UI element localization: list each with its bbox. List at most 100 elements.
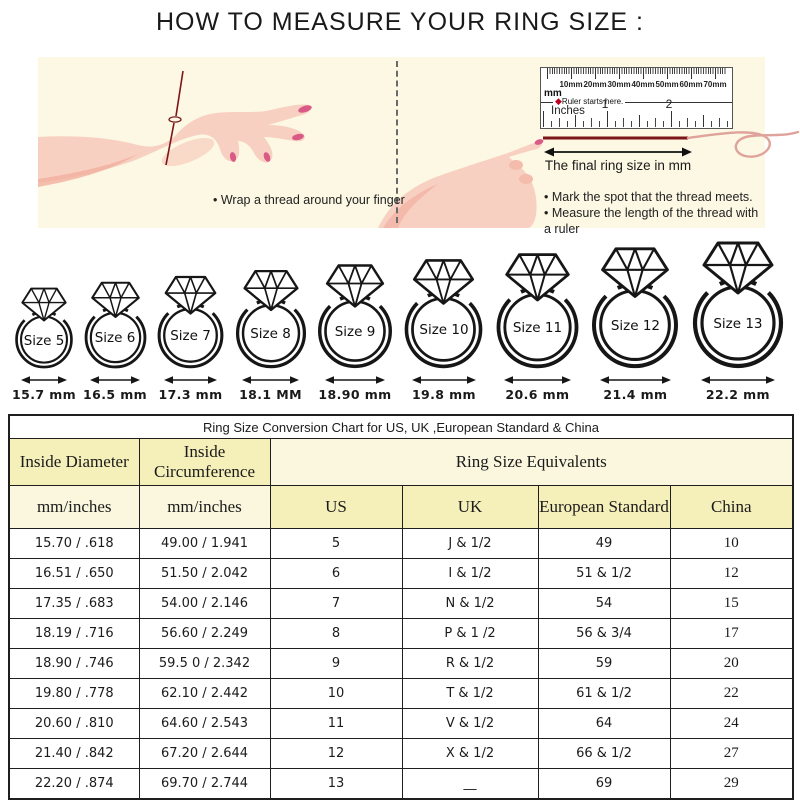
diameter-arrow xyxy=(164,376,218,384)
left-arm-shadow xyxy=(38,154,138,187)
diameter-arrow xyxy=(242,376,299,384)
table-cell: I & 1/2 xyxy=(401,558,539,589)
diameter-arrow xyxy=(324,376,385,384)
table-cell: 12 xyxy=(269,738,403,769)
table-title: Ring Size Conversion Chart for US, UK ,E… xyxy=(8,414,794,439)
diameter-arrow xyxy=(700,376,775,384)
table-row: 19.80 / .778 62.10 / 2.442 10 T & 1/2 61 & 1… xyxy=(8,678,794,709)
ring-size-label: Size 11 xyxy=(512,320,563,336)
knuckle-shading xyxy=(509,160,533,184)
diameter-arrow xyxy=(411,376,476,384)
diameter-arrow xyxy=(599,376,671,384)
table-cell: 9 xyxy=(269,648,403,679)
start-marker-icon: ◆ xyxy=(555,96,562,106)
ring-diameter-label: 18.90 mm xyxy=(318,387,392,402)
table-cell: 54.00 / 2.146 xyxy=(138,588,271,619)
ring-item: Size 6 16.5 mm xyxy=(81,280,150,402)
ring-diameter-label: 22.2 mm xyxy=(705,387,770,402)
ring-item: Size 12 21.4 mm xyxy=(587,245,683,402)
ring-size-label: Size 5 xyxy=(23,333,65,349)
table-row: 22.20 / .874 69.70 / 2.744 13 __ 69 29 xyxy=(8,768,794,800)
table-cell: 69.70 / 2.744 xyxy=(138,768,271,800)
ring-item: Size 13 22.2 mm xyxy=(688,239,788,402)
table-cell: 17 xyxy=(669,618,794,649)
table-cell: V & 1/2 xyxy=(401,708,539,739)
table-cell: 59 xyxy=(537,648,671,679)
instruction-bullet: Measure the length of the thread with a … xyxy=(544,205,765,237)
ring-item: Size 7 17.3 mm xyxy=(154,274,227,402)
table-cell: J & 1/2 xyxy=(401,528,539,559)
ring-illustration xyxy=(314,262,396,369)
mm-tick-label: 20mm xyxy=(583,80,607,89)
instructions-panel: 10mm 20mm 30mm 40mm 50mm 60mm 70mm mm ◆Ruler s… xyxy=(38,57,800,236)
ring-size-label: Size 9 xyxy=(334,324,376,340)
table-cell: P & 1 /2 xyxy=(401,618,539,649)
ruler-starts-here-label: ◆Ruler starts here. xyxy=(553,96,626,107)
ruler-midline xyxy=(541,102,732,103)
mm-tick-label: 40mm xyxy=(631,80,655,89)
ring-size-label: Size 13 xyxy=(713,316,763,332)
final-size-arrow xyxy=(544,147,692,157)
table-cell: 19.80 / .778 xyxy=(8,678,140,709)
table-cell: T & 1/2 xyxy=(401,678,539,709)
table-cell: 21.40 / .842 xyxy=(8,738,140,769)
table-row: 15.70 / .618 49.00 / 1.941 5 J & 1/2 49 10 xyxy=(8,528,794,559)
table-row: 17.35 / .683 54.00 / 2.146 7 N & 1/2 54 15 xyxy=(8,588,794,619)
table-cell: 49 xyxy=(537,528,671,559)
table-cell: 62.10 / 2.442 xyxy=(138,678,271,709)
ring-item: Size 5 15.7 mm xyxy=(12,286,76,402)
table-cell: 6 xyxy=(269,558,403,589)
ring-illustration xyxy=(81,280,150,369)
table-cell: 64.60 / 2.543 xyxy=(138,708,271,739)
thread-illustration xyxy=(543,130,800,158)
subheader-circumference-unit: mm/inches xyxy=(138,485,271,529)
ring-diameter-label: 18.1 MM xyxy=(239,387,302,402)
panel-divider xyxy=(396,61,398,223)
ring-diameter-label: 15.7 mm xyxy=(12,387,77,402)
header-inside-diameter: Inside Diameter xyxy=(8,438,140,486)
left-instruction-bullet: Wrap a thread around your finger xyxy=(213,193,405,207)
table-cell: 20 xyxy=(669,648,794,679)
table-cell: 69 xyxy=(537,768,671,800)
mm-tick-label: 60mm xyxy=(679,80,703,89)
table-cell: 59.5 0 / 2.342 xyxy=(138,648,271,679)
table-cell: 54 xyxy=(537,588,671,619)
table-cell: 49.00 / 1.941 xyxy=(138,528,271,559)
table-cell: 20.60 / .810 xyxy=(8,708,140,739)
ring-illustration xyxy=(492,251,583,369)
ring-diameter-label: 19.8 mm xyxy=(411,387,476,402)
table-cell: 22 xyxy=(669,678,794,709)
table-cell: 51 & 1/2 xyxy=(537,558,671,589)
table-row: 18.90 / .746 59.5 0 / 2.342 9 R & 1/2 59 20 xyxy=(8,648,794,679)
left-hand-nails xyxy=(229,105,312,162)
inch-whole-ticks xyxy=(543,111,729,127)
table-cell: 15 xyxy=(669,588,794,619)
diameter-arrow xyxy=(90,376,141,384)
rings-row: Size 5 15.7 mm Size 6 16.5 mm Size 7 17.3 mm S… xyxy=(12,242,788,402)
ring-diameter-label: 17.3 mm xyxy=(158,387,223,402)
ring-item: Size 9 18.90 mm xyxy=(314,262,396,402)
mm-tick-label: 30mm xyxy=(607,80,631,89)
subheader-uk: UK xyxy=(401,485,539,529)
table-cell: 8 xyxy=(269,618,403,649)
ring-item: Size 11 20.6 mm xyxy=(492,251,583,402)
table-cell: 15.70 / .618 xyxy=(8,528,140,559)
ring-size-label: Size 8 xyxy=(250,326,291,342)
table-cell: 24 xyxy=(669,708,794,739)
left-hand-shape xyxy=(38,104,311,183)
palm-shadow xyxy=(161,138,215,166)
ring-item: Size 8 18.1 MM xyxy=(232,268,310,402)
table-cell: 10 xyxy=(269,678,403,709)
ring-illustration xyxy=(12,286,76,369)
table-cell: 56 & 3/4 xyxy=(537,618,671,649)
ring-illustration xyxy=(232,268,310,369)
table-cell: 16.51 / .650 xyxy=(8,558,140,589)
mm-unit-label: mm xyxy=(544,88,562,99)
diameter-arrow xyxy=(503,376,571,384)
table-cell: 17.35 / .683 xyxy=(8,588,140,619)
inch-number-1: 1 xyxy=(601,97,609,111)
ring-illustration xyxy=(587,245,683,369)
subheader-us: US xyxy=(269,485,403,529)
table-cell: 7 xyxy=(269,588,403,619)
ring-diameter-label: 20.6 mm xyxy=(505,387,570,402)
